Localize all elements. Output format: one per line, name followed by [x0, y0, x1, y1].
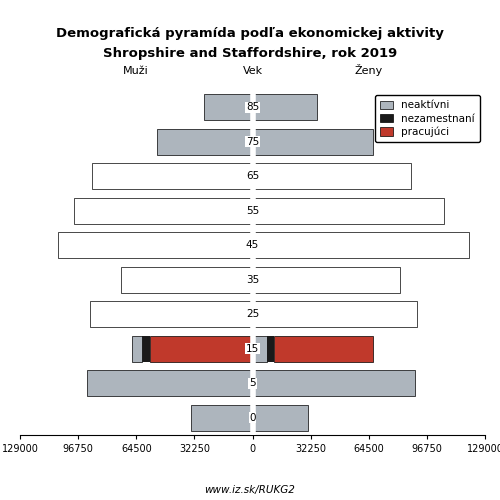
Bar: [252, 198, 444, 224]
Bar: [86, 370, 252, 396]
Bar: [150, 336, 252, 361]
Bar: [58, 232, 252, 258]
Bar: [252, 336, 267, 361]
Bar: [252, 129, 374, 154]
Bar: [252, 405, 308, 430]
Text: Muži: Muži: [124, 66, 149, 76]
Bar: [92, 164, 252, 189]
Bar: [252, 370, 414, 396]
Bar: [157, 129, 252, 154]
Text: 75: 75: [246, 136, 259, 147]
Text: 55: 55: [246, 206, 259, 216]
Text: Demografická pyramída podľa ekonomickej aktivity: Demografická pyramída podľa ekonomickej …: [56, 28, 444, 40]
Text: Shropshire and Staffordshire, rok 2019: Shropshire and Staffordshire, rok 2019: [103, 48, 397, 60]
Text: 25: 25: [246, 309, 259, 320]
Text: 35: 35: [246, 275, 259, 285]
Text: 85: 85: [246, 102, 259, 113]
Bar: [252, 302, 416, 327]
Bar: [274, 336, 374, 361]
Text: Ženy: Ženy: [354, 64, 383, 76]
Text: www.iz.sk/RUKG2: www.iz.sk/RUKG2: [204, 484, 296, 494]
Bar: [267, 336, 274, 361]
Bar: [121, 267, 252, 292]
Bar: [252, 94, 318, 120]
Bar: [90, 302, 252, 327]
Bar: [252, 164, 411, 189]
Bar: [191, 405, 252, 430]
Text: 0: 0: [249, 413, 256, 423]
Text: 5: 5: [249, 378, 256, 388]
Text: 45: 45: [246, 240, 259, 250]
Bar: [132, 336, 141, 361]
Bar: [252, 232, 469, 258]
Text: 65: 65: [246, 171, 259, 181]
Text: 15: 15: [246, 344, 259, 354]
Bar: [74, 198, 252, 224]
Bar: [142, 336, 150, 361]
Bar: [204, 94, 252, 120]
Legend: neaktívni, nezamestnaní, pracujúci: neaktívni, nezamestnaní, pracujúci: [375, 95, 480, 142]
Text: Vek: Vek: [242, 66, 262, 76]
Bar: [252, 267, 400, 292]
